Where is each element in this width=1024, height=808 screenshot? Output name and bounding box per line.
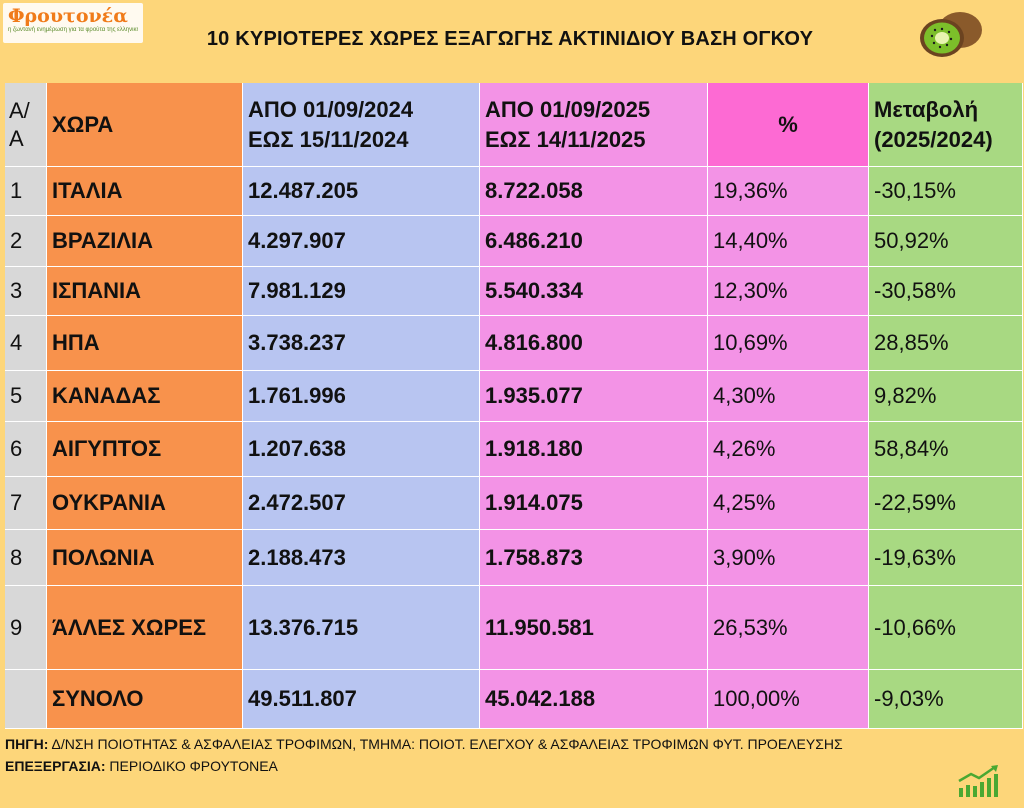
row-volume-2024: 12.487.205 (243, 167, 480, 216)
row-volume-2025: 5.540.334 (480, 267, 708, 316)
header-country: ΧΩΡΑ (47, 83, 243, 167)
row-change: -10,66% (869, 586, 1023, 670)
processing-line: ΕΠΕΞΕΡΓΑΣΙΑ: ΠΕΡΙΟΔΙΚΟ ΦΡΟΥΤΟΝΕΑ (5, 755, 1005, 777)
row-share: 4,25% (708, 477, 869, 530)
row-volume-2024: 13.376.715 (243, 586, 480, 670)
processing-label: ΕΠΕΞΕΡΓΑΣΙΑ: (5, 758, 106, 774)
total-share: 100,00% (708, 670, 869, 729)
row-aa: 8 (5, 530, 47, 586)
brand-name: Φρουτονέα (8, 5, 128, 27)
total-change: -9,03% (869, 670, 1023, 729)
header-aa: Α/Α (5, 83, 47, 167)
header: Φρουτονέα η ζωντανή ενημέρωση για τα φρο… (0, 0, 1024, 82)
header-period-2024: ΑΠΟ 01/09/2024 ΕΩΣ 15/11/2024 (243, 83, 480, 167)
processing-text: ΠΕΡΙΟΔΙΚΟ ΦΡΟΥΤΟΝΕΑ (105, 758, 278, 774)
row-country: ΙΤΑΛΙΑ (47, 167, 243, 216)
row-aa: 6 (5, 422, 47, 477)
row-aa: 5 (5, 371, 47, 422)
row-volume-2024: 2.472.507 (243, 477, 480, 530)
source-text: Δ/ΝΣΗ ΠΟΙΟΤΗΤΑΣ & ΑΣΦΑΛΕΙΑΣ ΤΡΟΦΙΜΩΝ, ΤΜ… (48, 736, 843, 752)
row-change: 58,84% (869, 422, 1023, 477)
row-aa: 4 (5, 316, 47, 371)
row-volume-2025: 1.935.077 (480, 371, 708, 422)
row-change: -30,58% (869, 267, 1023, 316)
row-volume-2024: 1.207.638 (243, 422, 480, 477)
row-volume-2024: 3.738.237 (243, 316, 480, 371)
brand-logo: Φρουτονέα η ζωντανή ενημέρωση για τα φρο… (3, 3, 143, 43)
total-volume-2025: 45.042.188 (480, 670, 708, 729)
row-country: ΆΛΛΕΣ ΧΩΡΕΣ (47, 586, 243, 670)
row-country: ΗΠΑ (47, 316, 243, 371)
row-country: ΙΣΠΑΝΙΑ (47, 267, 243, 316)
source-line: ΠΗΓΗ: Δ/ΝΣΗ ΠΟΙΟΤΗΤΑΣ & ΑΣΦΑΛΕΙΑΣ ΤΡΟΦΙΜ… (5, 733, 1005, 755)
kiwi-fruit-icon (920, 12, 982, 57)
header-percent: % (708, 83, 869, 167)
row-country: ΠΟΛΩΝΙΑ (47, 530, 243, 586)
row-volume-2025: 6.486.210 (480, 216, 708, 267)
row-volume-2024: 1.761.996 (243, 371, 480, 422)
row-change: 9,82% (869, 371, 1023, 422)
header-period-2025: ΑΠΟ 01/09/2025 ΕΩΣ 14/11/2025 (480, 83, 708, 167)
page-title: 10 ΚΥΡΙΟΤΕΡΕΣ ΧΩΡΕΣ ΕΞΑΓΩΓΗΣ ΑΚΤΙΝΙΔΙΟΥ … (206, 28, 814, 50)
row-country: ΑΙΓΥΠΤΟΣ (47, 422, 243, 477)
row-change: -22,59% (869, 477, 1023, 530)
row-share: 4,30% (708, 371, 869, 422)
row-share: 12,30% (708, 267, 869, 316)
export-table: Α/Α ΧΩΡΑ ΑΠΟ 01/09/2024 ΕΩΣ 15/11/2024 ΑΠ… (5, 83, 1023, 729)
row-volume-2024: 2.188.473 (243, 530, 480, 586)
row-country: ΟΥΚΡΑΝΙΑ (47, 477, 243, 530)
row-share: 3,90% (708, 530, 869, 586)
row-change: 28,85% (869, 316, 1023, 371)
total-aa (5, 670, 47, 729)
header-change: Μεταβολή (2025/2024) (869, 83, 1023, 167)
row-volume-2025: 1.918.180 (480, 422, 708, 477)
row-volume-2025: 11.950.581 (480, 586, 708, 670)
row-change: 50,92% (869, 216, 1023, 267)
row-change: -19,63% (869, 530, 1023, 586)
row-volume-2025: 1.758.873 (480, 530, 708, 586)
row-share: 26,53% (708, 586, 869, 670)
total-volume-2024: 49.511.807 (243, 670, 480, 729)
row-country: ΒΡΑΖΙΛΙΑ (47, 216, 243, 267)
row-volume-2024: 4.297.907 (243, 216, 480, 267)
row-share: 4,26% (708, 422, 869, 477)
row-volume-2025: 8.722.058 (480, 167, 708, 216)
source-label: ΠΗΓΗ: (5, 736, 49, 752)
row-aa: 7 (5, 477, 47, 530)
total-label: ΣΥΝΟΛΟ (47, 670, 243, 729)
row-volume-2025: 1.914.075 (480, 477, 708, 530)
row-aa: 9 (5, 586, 47, 670)
brand-tagline: η ζωντανή ενημέρωση για τα φρούτα της ελ… (8, 27, 138, 33)
row-aa: 1 (5, 167, 47, 216)
row-volume-2024: 7.981.129 (243, 267, 480, 316)
row-share: 19,36% (708, 167, 869, 216)
row-share: 14,40% (708, 216, 869, 267)
row-share: 10,69% (708, 316, 869, 371)
growth-bar-chart-icon (958, 765, 998, 797)
row-country: ΚΑΝΑΔΑΣ (47, 371, 243, 422)
row-volume-2025: 4.816.800 (480, 316, 708, 371)
row-aa: 3 (5, 267, 47, 316)
row-aa: 2 (5, 216, 47, 267)
footer-notes: ΠΗΓΗ: Δ/ΝΣΗ ΠΟΙΟΤΗΤΑΣ & ΑΣΦΑΛΕΙΑΣ ΤΡΟΦΙΜ… (5, 733, 1005, 777)
row-change: -30,15% (869, 167, 1023, 216)
